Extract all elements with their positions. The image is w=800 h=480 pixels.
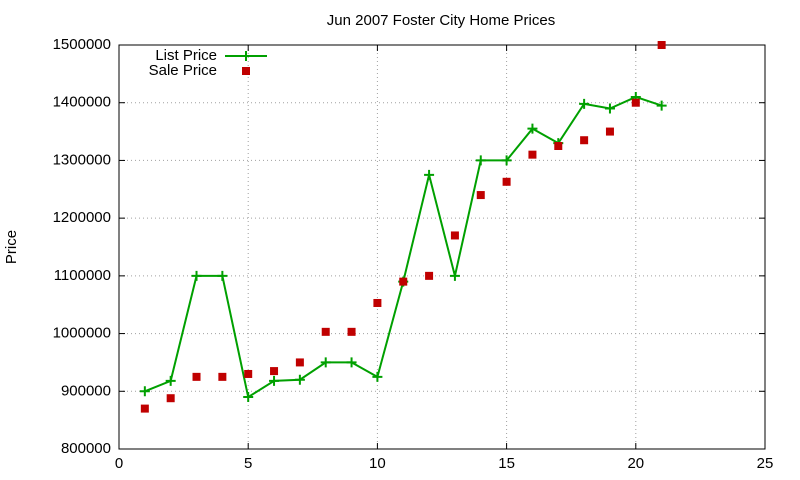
y-tick-label: 900000 [61,382,111,399]
point [217,270,228,281]
point [554,142,563,150]
point [321,327,330,336]
chart-title: Jun 2007 Foster City Home Prices [327,12,555,29]
point [295,358,304,367]
legend-marker [241,51,251,61]
y-tick-label: 1200000 [53,209,111,226]
x-tick-label: 10 [369,455,386,472]
point [425,271,434,280]
point [605,127,614,136]
point [373,298,382,307]
legend-marker [242,67,250,75]
y-tick-label: 1500000 [53,36,111,53]
point [192,372,201,381]
legend-label: Sale Price [149,62,217,79]
point [139,386,150,397]
x-tick-label: 20 [627,455,644,472]
y-axis-label: Price [3,230,20,264]
point [166,394,175,403]
point [657,41,666,49]
point [475,155,486,166]
y-tick-label: 1300000 [53,151,111,168]
point [294,374,305,385]
plot-frame [118,44,766,450]
y-tick-label: 1400000 [53,94,111,111]
point [502,177,511,186]
point [243,392,254,403]
point [165,375,176,386]
y-tick-label: 1000000 [53,325,111,342]
y-tick-label: 800000 [61,440,111,457]
point [450,231,459,240]
point [528,150,537,159]
legend-label: List Price [155,47,217,64]
point [656,100,667,111]
point [399,277,408,286]
point [580,136,589,145]
point [270,367,279,376]
point [424,169,435,180]
x-tick-label: 5 [244,455,252,472]
point [527,123,538,134]
point [579,98,590,109]
point [140,404,149,413]
point [372,371,383,382]
point [631,98,640,107]
point [501,155,512,166]
point [191,270,202,281]
point [604,103,615,114]
point [218,372,227,381]
x-tick-label: 25 [757,455,774,472]
point [320,357,331,368]
x-tick-label: 15 [498,455,515,472]
point [269,375,280,386]
point [346,357,357,368]
point [244,369,253,378]
point [347,327,356,336]
x-tick-label: 0 [115,455,123,472]
point [476,191,485,200]
point [449,270,460,281]
y-tick-label: 1100000 [54,267,111,284]
